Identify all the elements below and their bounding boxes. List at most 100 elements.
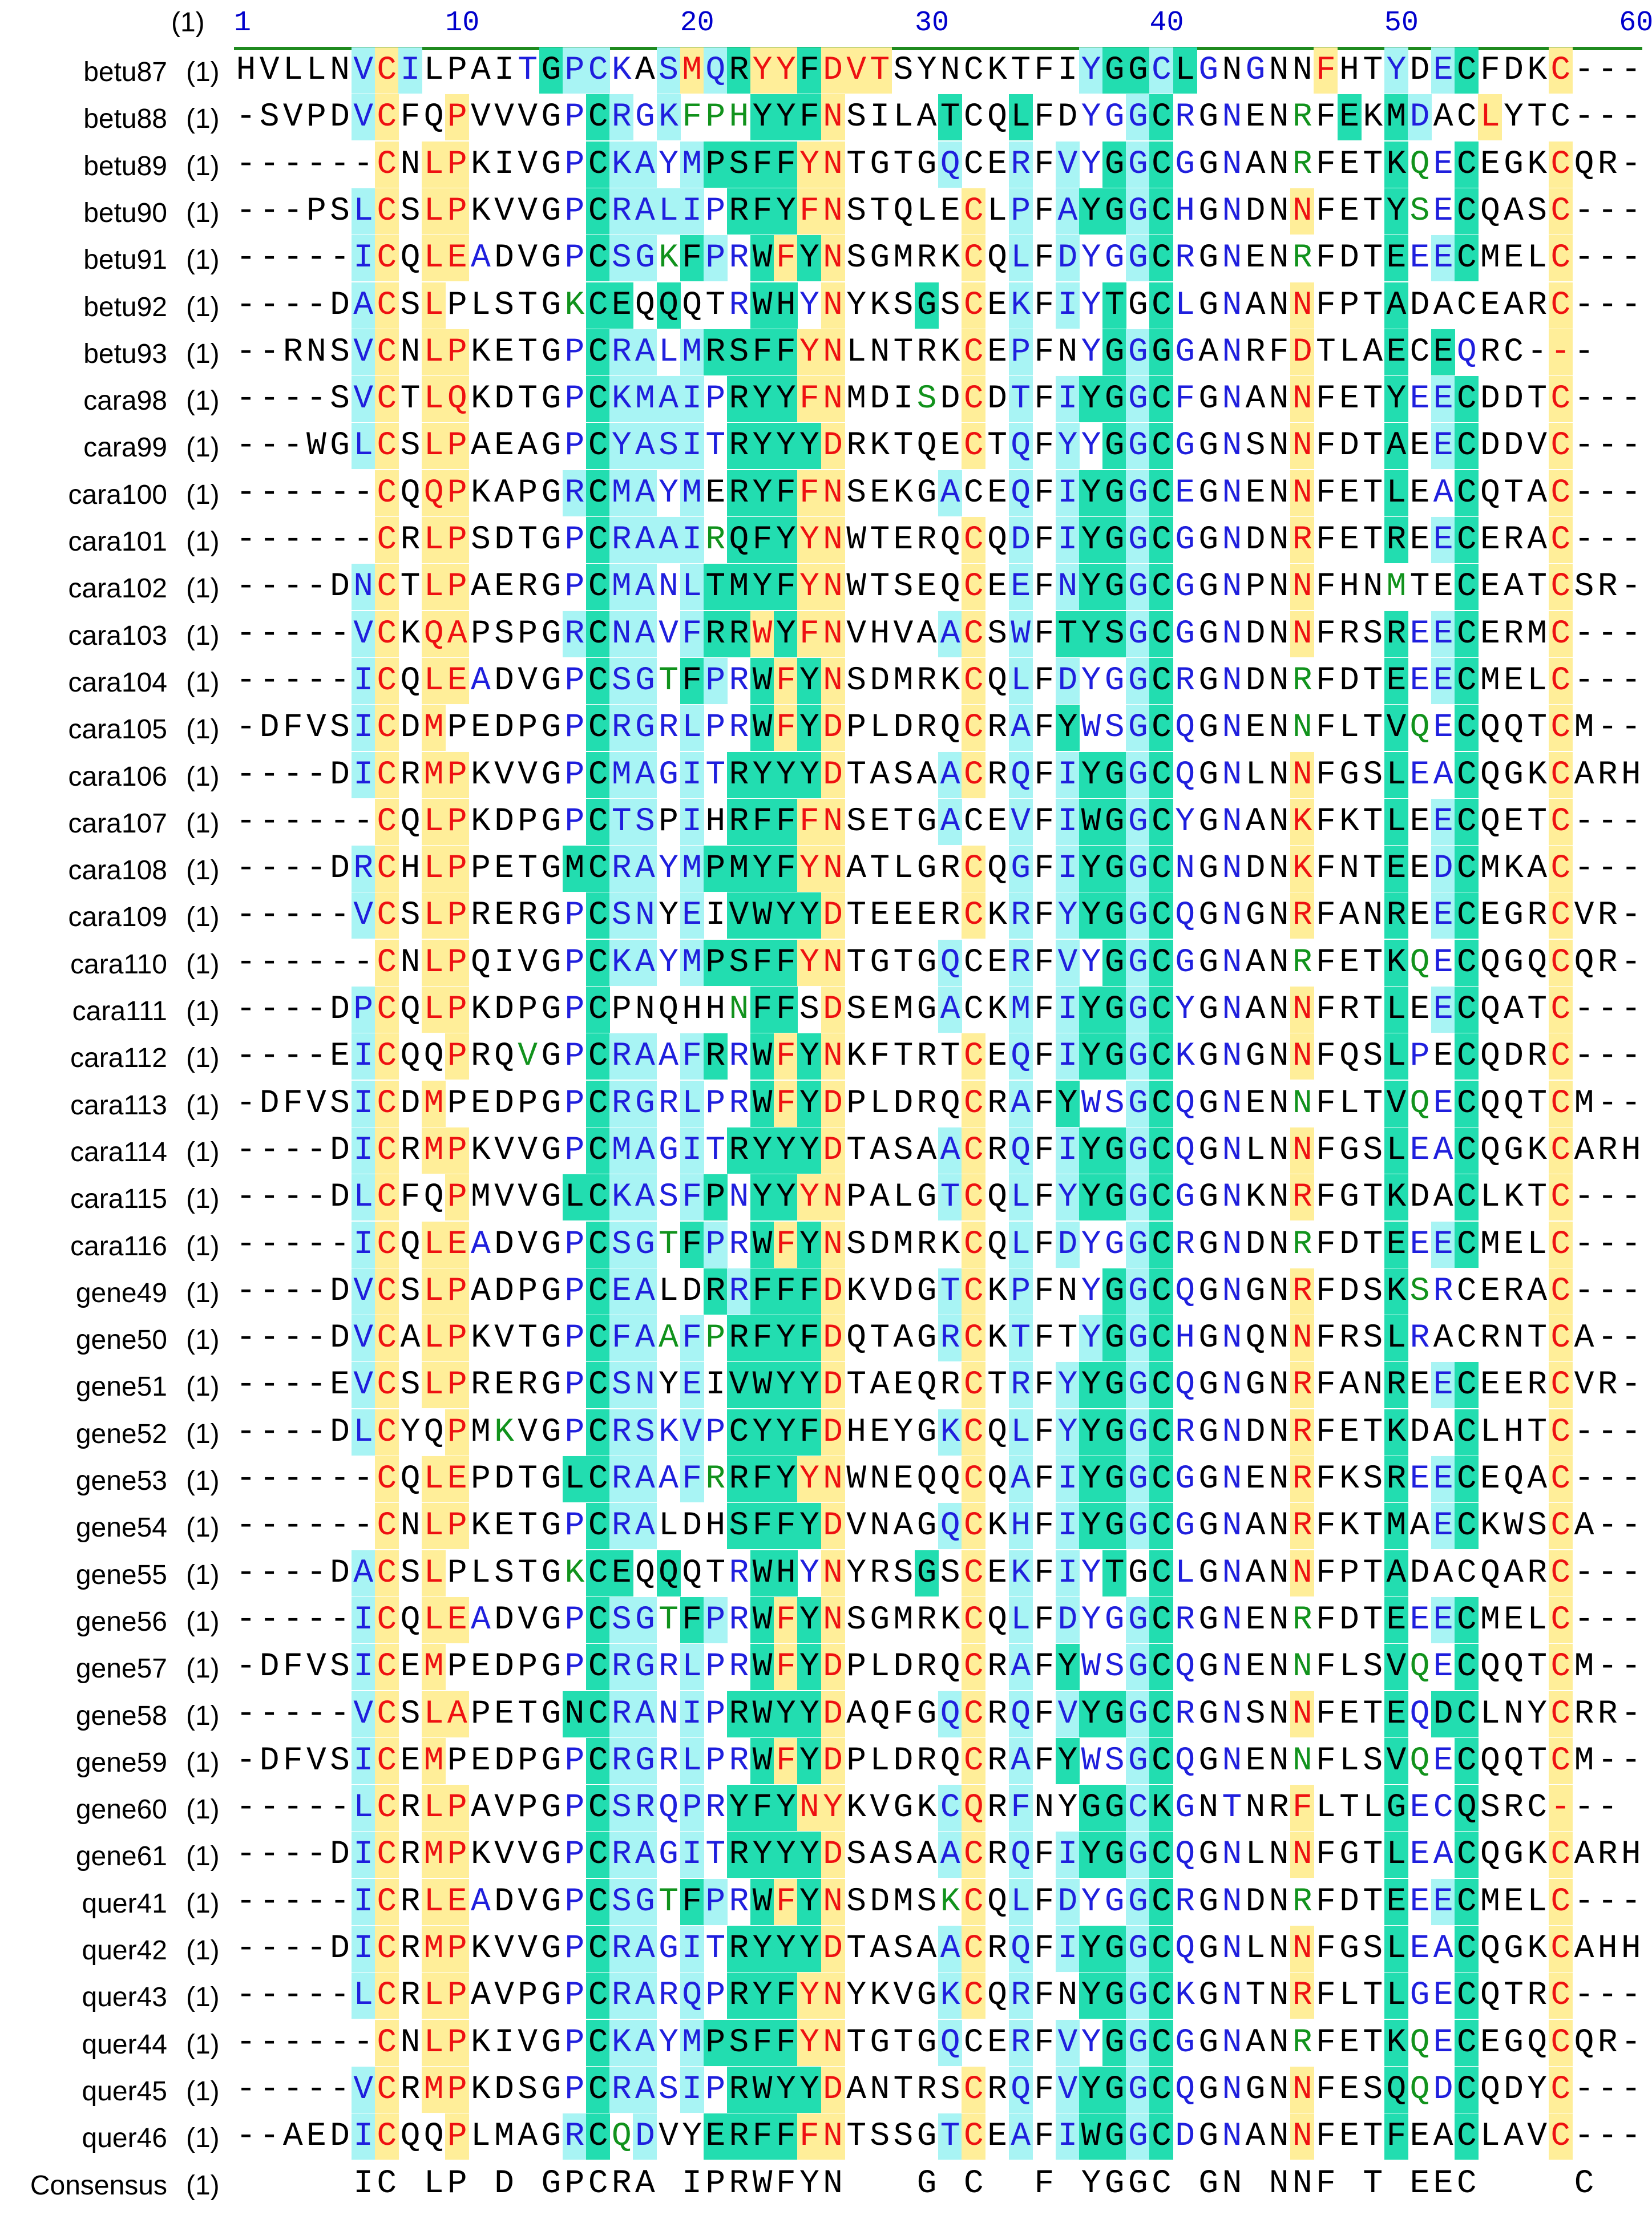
residue: D: [821, 1832, 845, 1878]
residue: K: [940, 240, 960, 277]
residue: G: [1126, 2019, 1150, 2066]
residue: G: [1126, 376, 1150, 423]
residue: P: [306, 192, 326, 230]
residue: A: [1433, 756, 1453, 794]
residue: -: [306, 662, 326, 700]
residue: E: [1409, 2118, 1430, 2156]
consensus-residue: G: [916, 2165, 937, 2202]
residue: C: [1149, 751, 1174, 798]
residue: E: [1480, 1272, 1500, 1310]
residue: N: [1504, 1320, 1524, 1357]
residue: F: [1316, 192, 1336, 230]
residue: Y: [659, 944, 678, 981]
residue: T: [1527, 1085, 1548, 1122]
residue: E: [445, 657, 470, 704]
residue: G: [541, 1742, 562, 1780]
residue: G: [1126, 1644, 1150, 1691]
residue: Q: [659, 991, 678, 1028]
residue: -: [259, 662, 280, 700]
residue: I: [680, 2066, 704, 2113]
residue: -: [1574, 52, 1594, 89]
residue: C: [962, 1691, 986, 1737]
residue: Y: [821, 1785, 845, 1832]
residue: D: [1504, 52, 1524, 89]
residue: -: [1597, 1977, 1618, 2015]
residue: L: [351, 423, 375, 470]
residue: A: [470, 1272, 491, 1310]
residue: Y: [1079, 1127, 1104, 1174]
residue: Q: [400, 1226, 421, 1263]
residue: S: [1363, 1038, 1383, 1076]
residue: L: [470, 286, 491, 324]
residue: S: [940, 1554, 960, 1592]
residue: N: [1269, 2071, 1289, 2108]
residue: R: [729, 1226, 749, 1263]
residue: G: [541, 1179, 562, 1216]
residue: Y: [774, 751, 798, 798]
residue: Y: [1079, 1691, 1104, 1737]
residue: P: [445, 188, 470, 235]
residue: N: [821, 141, 845, 188]
residue: E: [987, 1554, 1007, 1592]
residue: C: [586, 1691, 611, 1737]
residue: P: [445, 846, 470, 892]
residue: M: [846, 381, 867, 418]
residue: P: [564, 803, 585, 840]
residue: N: [1222, 1461, 1242, 1498]
residue: E: [870, 897, 890, 935]
residue: W: [750, 1878, 775, 1925]
residue: C: [1504, 333, 1524, 371]
residue: Y: [799, 286, 819, 324]
residue: C: [1149, 705, 1174, 751]
residue: N: [1222, 1085, 1242, 1122]
residue: G: [1102, 1926, 1127, 1972]
residue: V: [1055, 2019, 1080, 2066]
residue: A: [870, 1179, 890, 1216]
residue: A: [870, 1367, 890, 1404]
sequence-name: cara105: [68, 714, 167, 745]
residue: E: [1339, 1413, 1359, 1451]
residue: E: [1409, 1367, 1430, 1404]
residue: -: [1574, 1226, 1594, 1263]
residue: -: [282, 1367, 303, 1404]
residue: -: [236, 850, 256, 888]
residue: T: [1363, 52, 1383, 89]
residue: A: [470, 1977, 491, 2015]
residue: T: [1504, 474, 1524, 512]
residue: G: [916, 1320, 937, 1357]
residue: L: [846, 333, 867, 371]
residue: L: [1008, 1409, 1033, 1456]
residue: E: [1431, 611, 1456, 657]
sequence-name: cara114: [70, 1137, 167, 1167]
residue: K: [470, 381, 491, 418]
residue: G: [659, 1131, 678, 1169]
residue: C: [1149, 939, 1174, 986]
residue: C: [1149, 1691, 1174, 1737]
residue: V: [351, 329, 375, 375]
residue: T: [893, 145, 914, 183]
residue: C: [586, 1033, 611, 1080]
residue: N: [1269, 381, 1289, 418]
residue: T: [1363, 803, 1383, 840]
residue: D: [1055, 1221, 1080, 1268]
consensus-residue: E: [1409, 2165, 1430, 2202]
residue: R: [1292, 145, 1312, 183]
residue: E: [1409, 381, 1430, 418]
residue: L: [659, 1272, 678, 1310]
residue: S: [846, 803, 867, 840]
residue: R: [703, 1268, 728, 1315]
residue: Y: [797, 423, 822, 470]
residue: -: [306, 1507, 326, 1545]
residue: R: [729, 1038, 749, 1076]
residue: G: [1198, 1085, 1219, 1122]
residue: N: [821, 1033, 845, 1080]
residue: S: [609, 1878, 634, 1925]
residue: N: [821, 1174, 845, 1221]
residue: Q: [1480, 709, 1500, 747]
residue: N: [562, 1691, 587, 1737]
residue: M: [1384, 1503, 1408, 1550]
residue: L: [1008, 1878, 1033, 1925]
residue: F: [750, 1315, 775, 1362]
residue: A: [938, 1926, 963, 1972]
residue: E: [1431, 1221, 1456, 1268]
